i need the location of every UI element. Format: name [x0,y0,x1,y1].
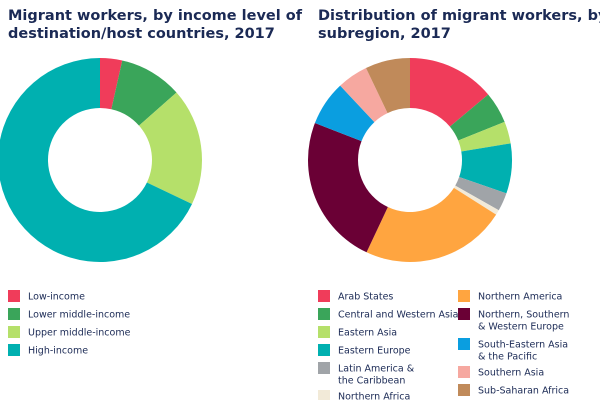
legend-swatch [8,290,20,302]
donut-segment [459,143,512,194]
legend-swatch [318,362,330,374]
chart-title: Migrant workers, by income level of desti… [8,8,303,42]
donut-segment [314,85,375,142]
donut-segment [449,94,505,141]
legend-label: Eastern Asia [338,328,397,339]
legend-label: Central and Western Asia [338,310,458,321]
legend-label: Low-income [28,292,85,303]
legend-label: Southern Asia [478,368,544,379]
donut-segment [410,58,489,127]
donut-segment [0,58,193,262]
legend-label: Latin America & the Caribbean [338,364,415,387]
legend-label: Sub-Saharan Africa [478,386,569,397]
legend-swatch [318,390,330,400]
legend-swatch [458,366,470,378]
legend-label: Upper middle-income [28,328,131,339]
legend-swatch [458,384,470,396]
legend-label: High-income [28,346,88,357]
legend-label: Northern America [478,292,562,303]
donut-segment [340,67,388,123]
legend-label: Northern Africa [338,392,410,400]
donut-segment [139,92,203,205]
legend-label: Northern, Southern & Western Europe [478,310,569,333]
donut-segment [365,58,410,114]
donut-segment [308,123,388,253]
legend-swatch [318,326,330,338]
donut-segment [455,177,507,211]
legend-label: Arab States [338,292,393,303]
legend-swatch [8,344,20,356]
legend-label: South-Eastern Asia & the Pacific [478,340,568,363]
donut-segment [111,60,177,126]
chart-title: Distribution of migrant workers, by broa… [318,8,600,42]
legend-swatch [8,308,20,320]
legend-swatch [458,308,470,320]
donut-segment [366,187,497,262]
legend-label: Lower middle-income [28,310,130,321]
legend-swatch [8,326,20,338]
donut-segment [453,185,499,215]
legend-swatch [318,308,330,320]
legend-swatch [458,338,470,350]
legend-swatch [318,344,330,356]
legend-label: Eastern Europe [338,346,411,357]
legend-swatch [318,290,330,302]
donut-segment [100,58,123,110]
legend-swatch [458,290,470,302]
donut-segment [458,121,511,152]
